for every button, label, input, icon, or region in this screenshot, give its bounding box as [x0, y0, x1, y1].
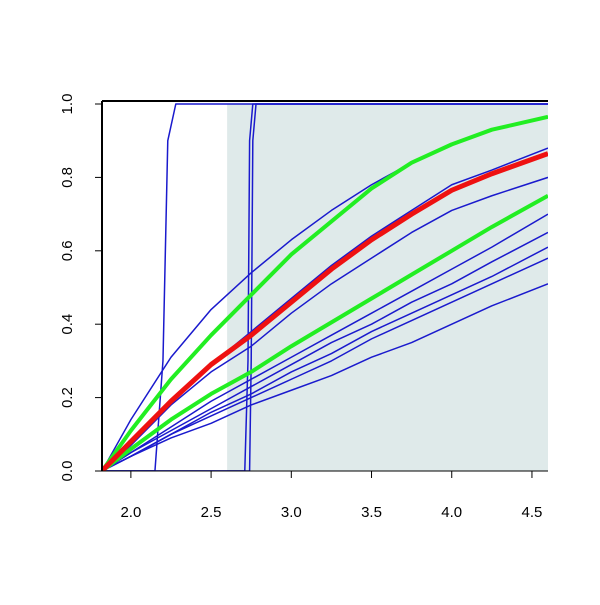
series-line: [102, 176, 548, 471]
series-line: [102, 283, 548, 471]
series-line: [102, 103, 548, 471]
x-tick-label: 2.0: [120, 504, 141, 521]
series-line: [102, 151, 548, 471]
y-tick-label: 0.4: [59, 314, 76, 335]
plot-area: [102, 103, 548, 471]
y-tick-label: 0.8: [59, 167, 76, 188]
y-tick-label: 0.0: [59, 461, 76, 482]
series-line: [102, 257, 548, 471]
series-line: [102, 103, 548, 471]
y-tick-label: 0.6: [59, 240, 76, 261]
y-tick-label: 0.2: [59, 387, 76, 408]
x-tick-label: 4.0: [441, 504, 462, 521]
series-line: [102, 213, 548, 471]
series-line: [102, 194, 548, 471]
series-line: [102, 231, 548, 471]
x-tick-label: 2.5: [201, 504, 222, 521]
y-tick-label: 1.0: [59, 94, 76, 115]
x-tick-label: 3.0: [281, 504, 302, 521]
x-tick-label: 3.5: [361, 504, 382, 521]
x-tick-label: 4.5: [522, 504, 543, 521]
series-line: [102, 114, 548, 471]
